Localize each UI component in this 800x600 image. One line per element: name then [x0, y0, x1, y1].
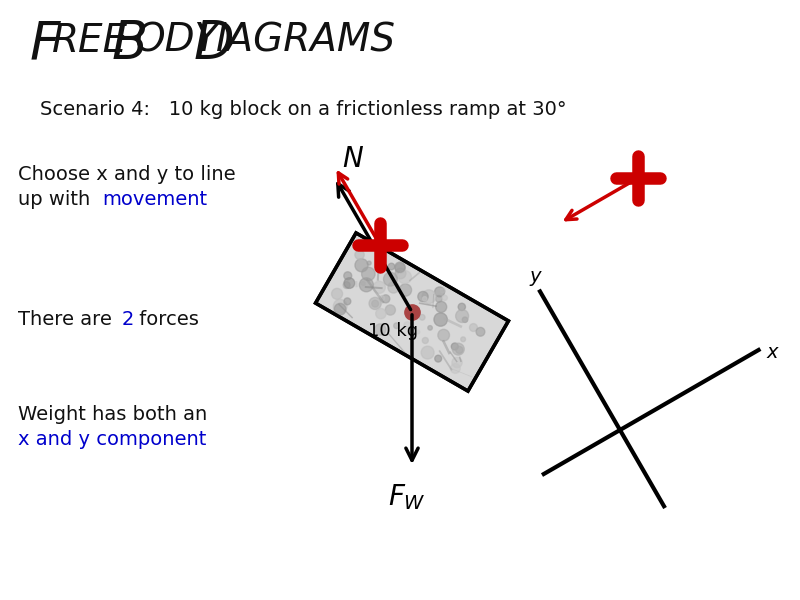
Circle shape [378, 263, 382, 268]
Circle shape [386, 305, 395, 315]
Circle shape [452, 358, 462, 368]
Circle shape [388, 282, 399, 293]
Circle shape [355, 250, 364, 259]
Circle shape [416, 330, 420, 334]
Text: There are: There are [18, 310, 118, 329]
Text: 10 kg: 10 kg [368, 322, 418, 340]
Circle shape [373, 281, 386, 293]
Circle shape [372, 300, 378, 307]
Circle shape [382, 295, 390, 303]
Circle shape [369, 298, 382, 310]
Circle shape [450, 364, 460, 373]
Text: D: D [194, 18, 234, 70]
Circle shape [404, 322, 411, 329]
Circle shape [383, 272, 398, 286]
Text: ODY: ODY [134, 22, 218, 60]
Circle shape [344, 278, 354, 289]
Polygon shape [315, 233, 509, 391]
Circle shape [395, 262, 405, 272]
Text: $F_W$: $F_W$ [388, 482, 426, 512]
Circle shape [476, 328, 485, 336]
Circle shape [344, 272, 352, 280]
Text: IAGRAMS: IAGRAMS [216, 22, 396, 60]
Circle shape [374, 324, 386, 335]
Circle shape [451, 343, 458, 350]
Circle shape [334, 304, 346, 315]
Circle shape [456, 310, 469, 322]
Circle shape [398, 271, 411, 284]
Circle shape [428, 326, 432, 330]
Circle shape [399, 284, 411, 296]
Circle shape [380, 296, 385, 301]
Circle shape [456, 346, 463, 353]
Circle shape [394, 323, 399, 329]
Text: y: y [530, 268, 541, 286]
Text: Choose x and y to line: Choose x and y to line [18, 165, 236, 184]
Circle shape [376, 308, 386, 319]
Circle shape [395, 268, 406, 279]
Circle shape [331, 289, 342, 299]
Circle shape [461, 337, 466, 341]
Circle shape [422, 337, 428, 343]
Circle shape [388, 263, 394, 270]
Circle shape [434, 355, 442, 362]
Circle shape [362, 267, 375, 281]
Circle shape [415, 307, 419, 311]
Text: up with: up with [18, 190, 97, 209]
Circle shape [442, 295, 447, 301]
Text: $N$: $N$ [342, 146, 365, 173]
Circle shape [470, 323, 478, 331]
Circle shape [334, 299, 347, 313]
Text: Scenario 4:   10 kg block on a frictionless ramp at 30°: Scenario 4: 10 kg block on a frictionles… [40, 100, 566, 119]
Text: x and y component: x and y component [18, 430, 206, 449]
Circle shape [434, 287, 445, 297]
Circle shape [344, 298, 351, 305]
Circle shape [362, 281, 365, 286]
Circle shape [436, 301, 446, 313]
Circle shape [419, 314, 425, 320]
Text: movement: movement [102, 190, 207, 209]
Circle shape [422, 296, 427, 301]
Text: B: B [112, 18, 148, 70]
Text: forces: forces [133, 310, 199, 329]
Circle shape [462, 317, 468, 322]
Text: 2: 2 [122, 310, 134, 329]
Circle shape [418, 292, 428, 302]
Circle shape [422, 290, 436, 304]
Circle shape [359, 278, 374, 292]
Circle shape [435, 296, 442, 302]
Text: x: x [766, 343, 778, 361]
Text: REE: REE [52, 22, 128, 60]
Circle shape [438, 329, 450, 341]
Circle shape [421, 346, 434, 359]
Circle shape [452, 343, 464, 355]
Circle shape [458, 303, 466, 311]
Circle shape [440, 289, 445, 293]
Circle shape [343, 281, 350, 289]
Circle shape [395, 263, 405, 273]
Text: Weight has both an: Weight has both an [18, 405, 207, 424]
Text: F: F [30, 18, 60, 70]
Circle shape [367, 261, 371, 265]
Circle shape [355, 259, 368, 272]
Circle shape [434, 313, 447, 326]
